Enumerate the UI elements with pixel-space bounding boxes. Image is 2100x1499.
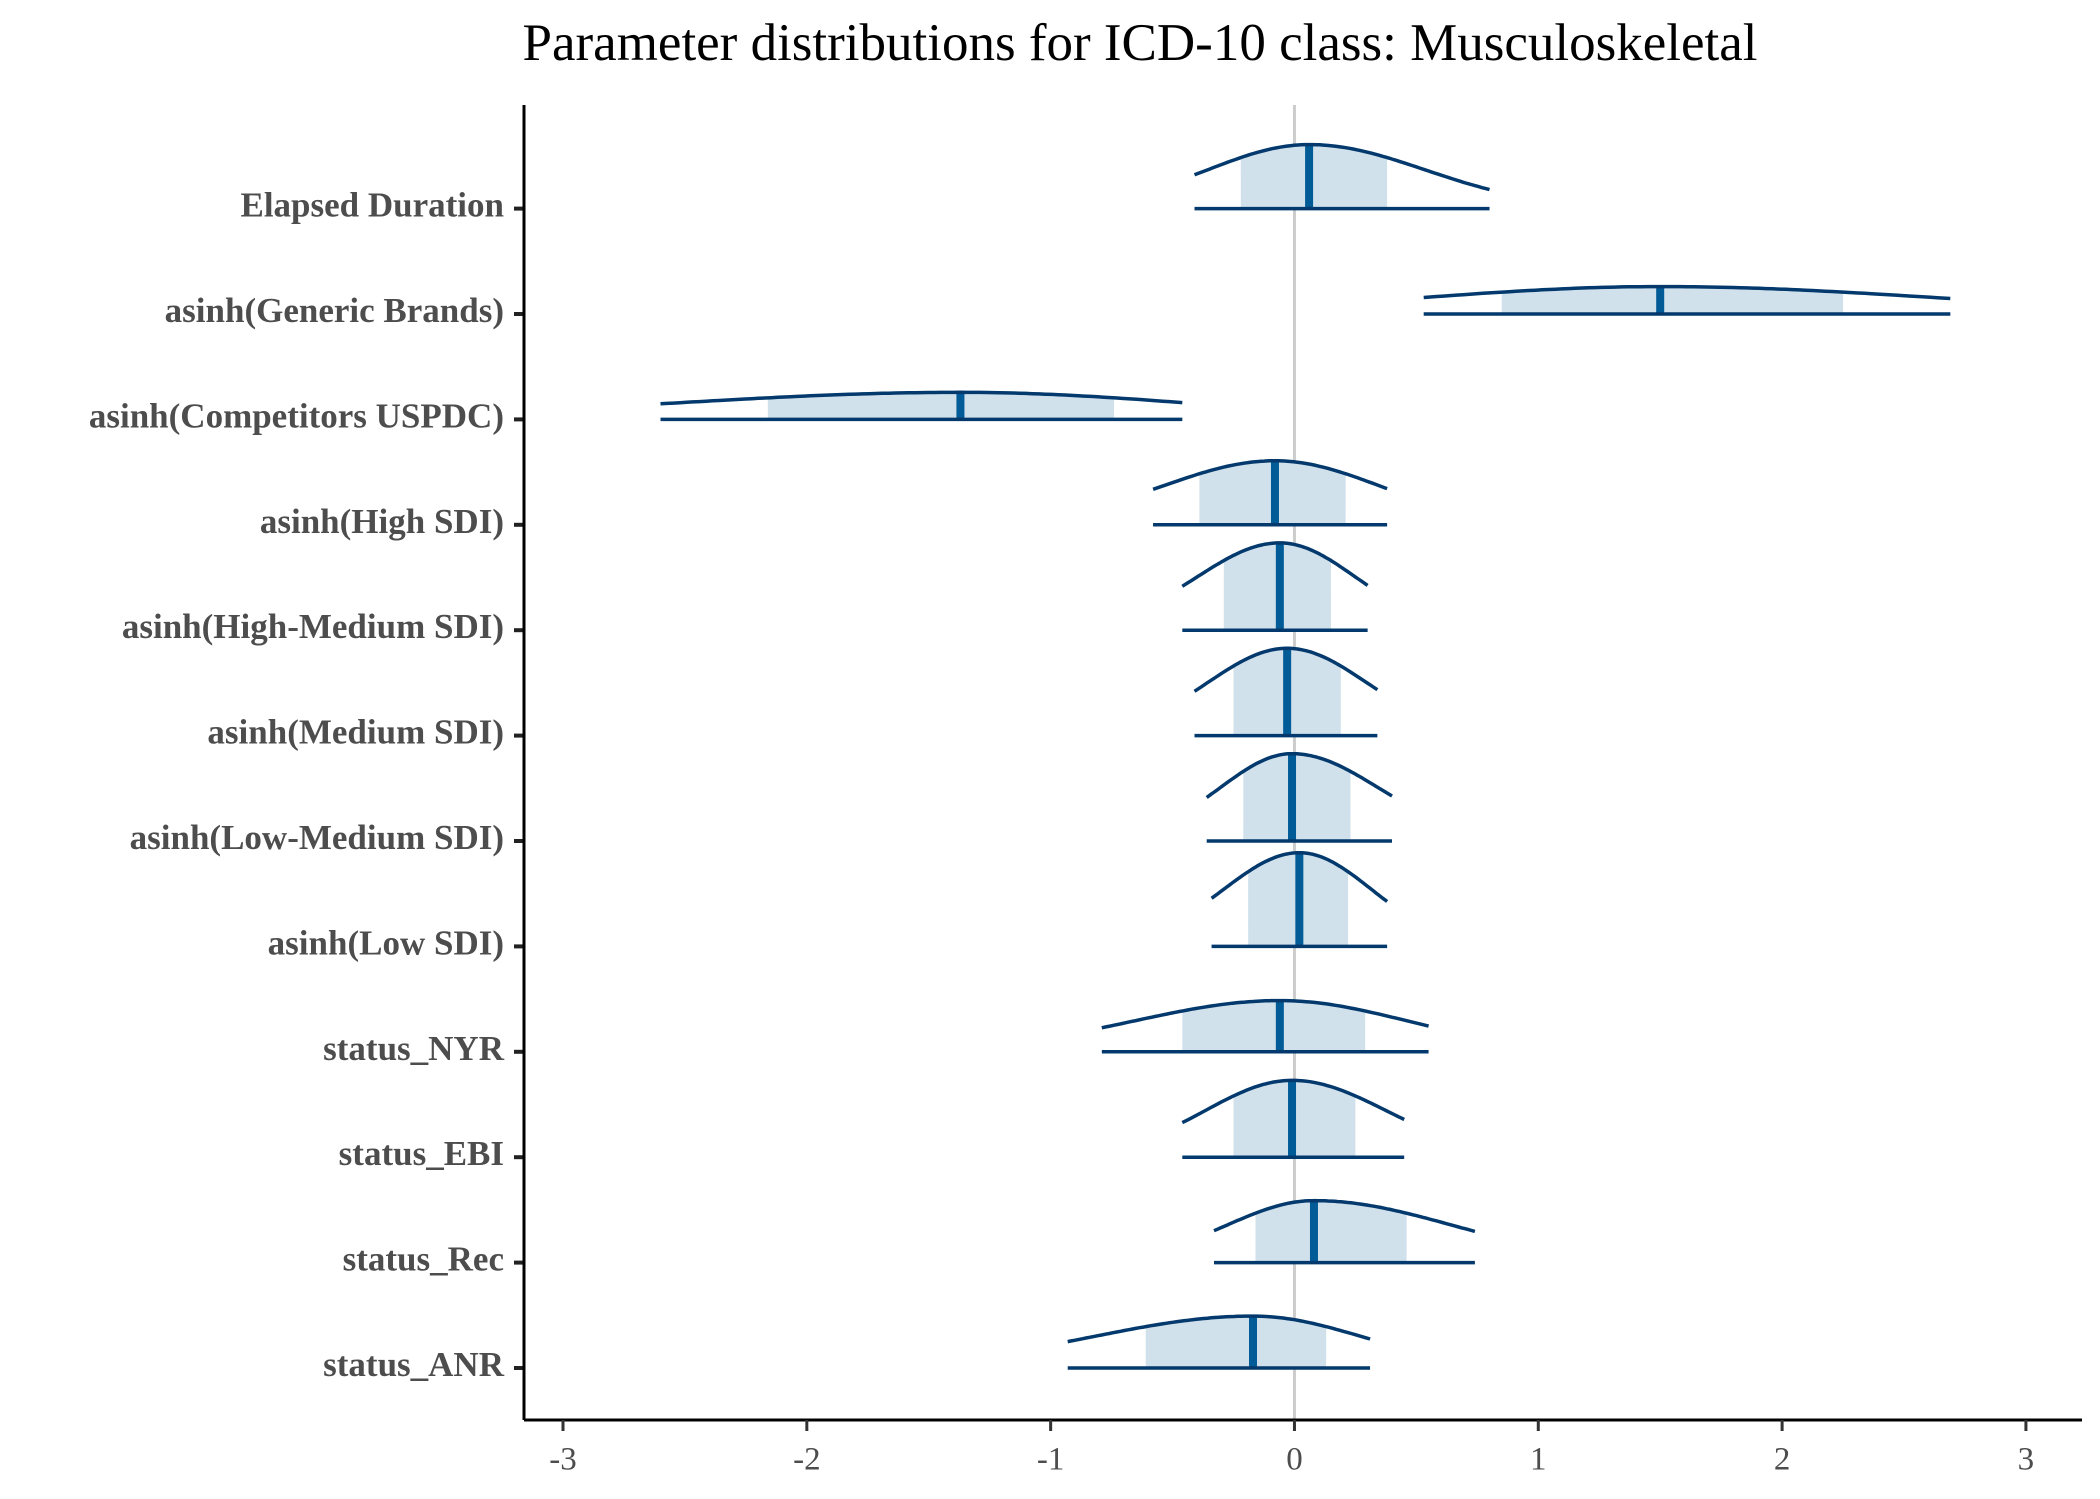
- density-outline: [1213, 1198, 1476, 1234]
- y-tick-label: status_Rec: [343, 1240, 504, 1279]
- y-tick-label: Elapsed Duration: [240, 186, 504, 225]
- x-tick-label: -1: [1037, 1442, 1065, 1478]
- x-tick-label: -2: [793, 1442, 821, 1478]
- x-tick-label: -3: [549, 1442, 577, 1478]
- x-tick-label: 2: [1774, 1442, 1791, 1478]
- inner-interval-area: [1255, 1200, 1407, 1263]
- y-tick-label: status_ANR: [323, 1345, 505, 1384]
- inner-interval-area: [1501, 286, 1844, 314]
- y-tick-label: status_EBI: [339, 1134, 504, 1173]
- y-tick-label: asinh(Generic Brands): [165, 291, 504, 330]
- inner-interval-area: [767, 392, 1115, 420]
- density-outline: [1067, 1314, 1371, 1344]
- density-outline: [1193, 142, 1490, 192]
- density-outline: [1181, 541, 1369, 588]
- density-outline: [1152, 459, 1388, 491]
- inner-interval-area: [1240, 144, 1388, 209]
- y-tick-label: asinh(High SDI): [260, 502, 504, 541]
- x-tick-label: 0: [1286, 1442, 1303, 1478]
- density-outline: [1193, 646, 1379, 693]
- y-tick-label: asinh(Competitors USPDC): [89, 396, 504, 435]
- y-tick-label: asinh(High-Medium SDI): [122, 607, 504, 646]
- inner-interval-area: [1182, 1000, 1366, 1052]
- inner-interval-area: [1145, 1316, 1327, 1368]
- density-outline: [1205, 751, 1393, 799]
- density-outline: [660, 390, 1183, 406]
- x-tick-label: 3: [2018, 1442, 2035, 1478]
- y-tick-label: asinh(Low SDI): [268, 923, 504, 962]
- density-outline: [1181, 1078, 1405, 1125]
- y-tick-label: status_NYR: [323, 1029, 505, 1068]
- density-outline: [1101, 998, 1430, 1030]
- inner-interval-area: [1243, 753, 1351, 841]
- y-tick-label: asinh(Medium SDI): [207, 713, 504, 752]
- density-outline: [1210, 850, 1389, 903]
- chart-title: Parameter distributions for ICD-10 class…: [523, 14, 1758, 72]
- density-outline: [1423, 284, 1951, 301]
- y-tick-label: asinh(Low-Medium SDI): [130, 818, 504, 857]
- x-tick-label: 1: [1530, 1442, 1547, 1478]
